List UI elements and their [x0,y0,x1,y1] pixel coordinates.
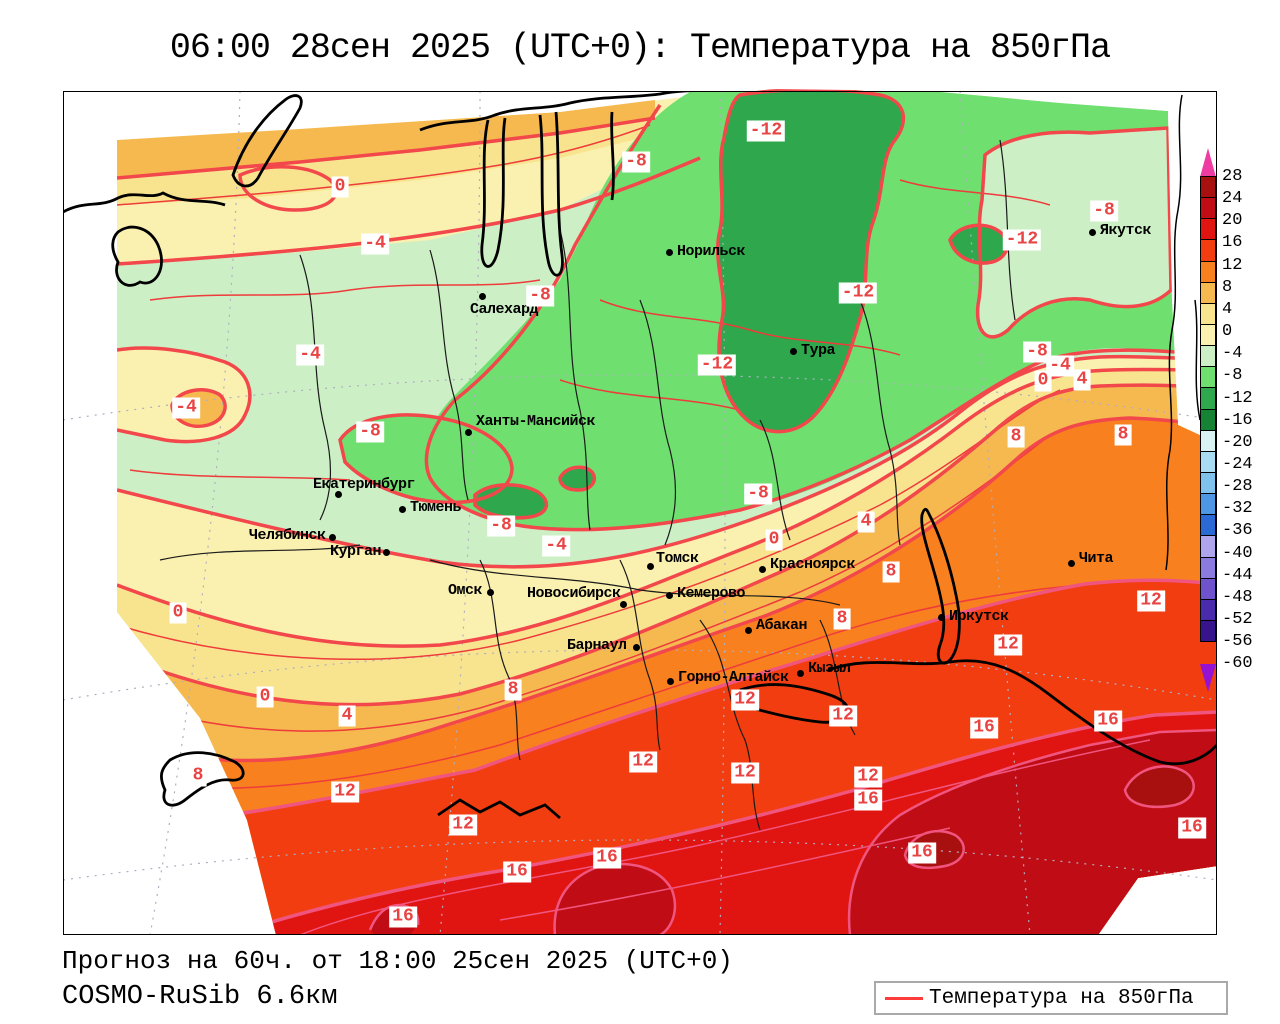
legend-label: Температура на 850гПа [929,986,1194,1010]
page-title: 06:00 28сен 2025 (UTC+0): Температура на… [169,28,1111,68]
model-name-text: COSMO-RuSib 6.6км [62,982,338,1012]
isotherm-lines [117,89,1217,935]
graticule-lines [63,91,1217,935]
temperature-fill-layer [117,89,1217,935]
legend-line-sample [885,996,923,1000]
forecast-info-text: Прогноз на 60ч. от 18:00 25сен 2025 (UTC… [62,946,733,976]
legend-box: Температура на 850гПа [874,981,1228,1015]
